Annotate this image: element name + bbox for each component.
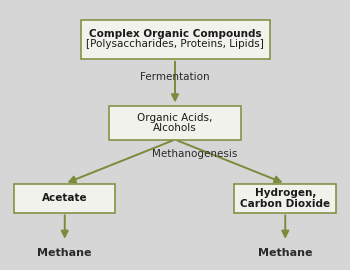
Text: Alcohols: Alcohols xyxy=(153,123,197,133)
Text: Complex Organic Compounds: Complex Organic Compounds xyxy=(89,29,261,39)
Text: Organic Acids,: Organic Acids, xyxy=(137,113,213,123)
FancyBboxPatch shape xyxy=(108,106,241,140)
FancyBboxPatch shape xyxy=(234,184,336,213)
Text: Methane: Methane xyxy=(258,248,313,258)
Text: Acetate: Acetate xyxy=(42,193,88,204)
Text: [Polysaccharides, Proteins, Lipids]: [Polysaccharides, Proteins, Lipids] xyxy=(86,39,264,49)
FancyBboxPatch shape xyxy=(80,19,270,59)
Text: Fermentation: Fermentation xyxy=(140,72,210,82)
Text: Carbon Dioxide: Carbon Dioxide xyxy=(240,198,330,209)
FancyBboxPatch shape xyxy=(14,184,116,213)
Text: Methanogenesis: Methanogenesis xyxy=(152,149,237,160)
Text: Methane: Methane xyxy=(37,248,92,258)
Text: Hydrogen,: Hydrogen, xyxy=(254,188,316,198)
